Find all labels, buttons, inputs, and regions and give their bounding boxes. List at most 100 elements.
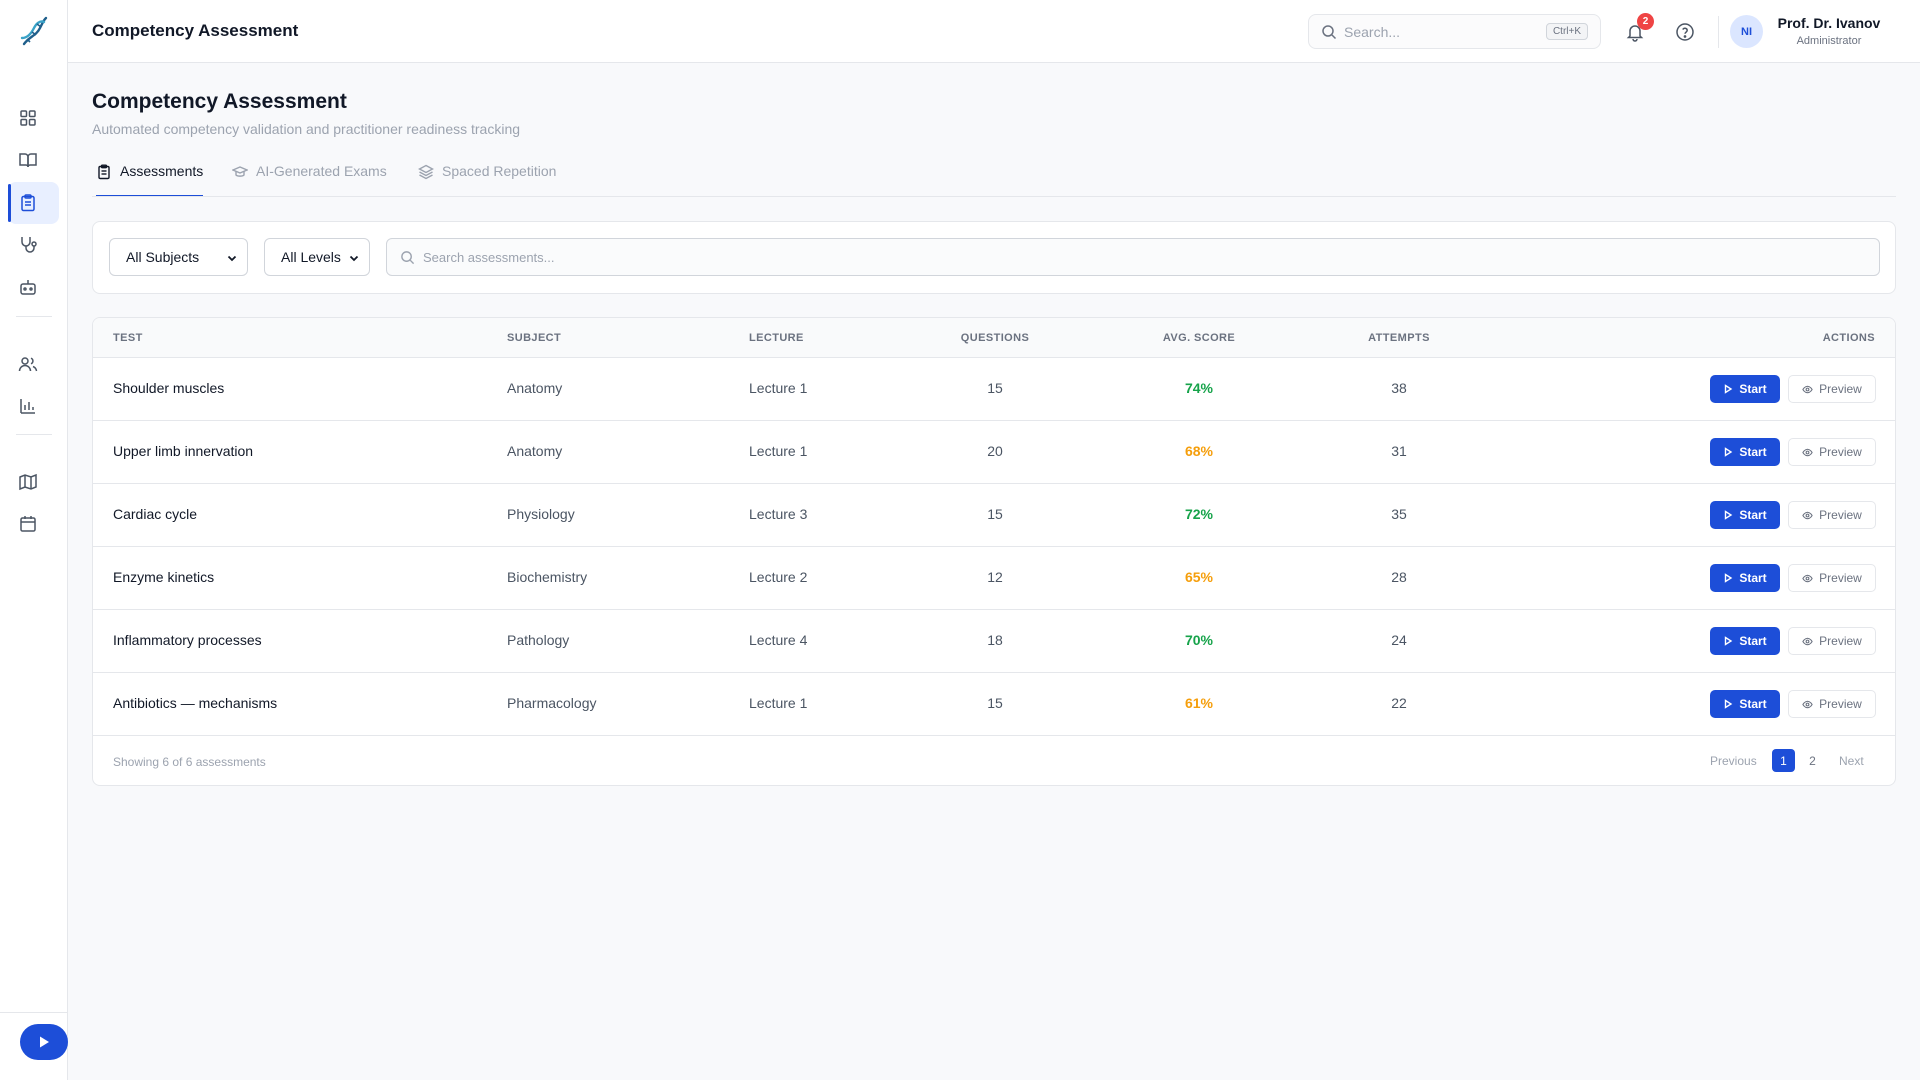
table-row[interactable]: Antibiotics — mechanisms Pharmacology Lect… xyxy=(93,673,1895,736)
table-row[interactable]: Cardiac cycle Physiology Lecture 3 15 72% 35 S… xyxy=(93,484,1895,547)
dashboard-icon[interactable] xyxy=(18,108,38,128)
top-bar: Competency Assessment Search... Ctrl+K 2… xyxy=(68,0,1920,63)
pagination-previous[interactable]: Previous xyxy=(1710,754,1757,768)
global-search-input[interactable]: Search... Ctrl+K xyxy=(1308,14,1601,49)
level-select[interactable]: All Levels xyxy=(264,238,370,276)
cell-avg-score: 72% xyxy=(1184,506,1214,522)
header-divider xyxy=(1718,16,1719,48)
column-header-avg-score: AVG. SCORE xyxy=(1162,332,1236,344)
subject-select[interactable]: All Subjects xyxy=(109,238,248,276)
assessments-table: TEST SUBJECT LECTURE QUESTIONS AVG. SCOR… xyxy=(92,317,1896,786)
clipboard-icon xyxy=(98,164,110,180)
preview-button-label: Preview xyxy=(1819,445,1862,459)
dna-logo-icon[interactable] xyxy=(18,14,50,48)
preview-button[interactable]: Preview xyxy=(1788,438,1876,466)
search-icon xyxy=(401,251,415,265)
column-header-attempts: ATTEMPTS xyxy=(1368,332,1430,344)
map-icon[interactable] xyxy=(18,472,38,492)
book-icon[interactable] xyxy=(18,150,38,170)
results-count: Showing 6 of 6 assessments xyxy=(113,755,266,769)
help-icon[interactable] xyxy=(1675,22,1695,42)
eye-icon xyxy=(1802,448,1813,456)
preview-button[interactable]: Preview xyxy=(1788,564,1876,592)
sidebar-active-indicator xyxy=(8,184,11,222)
cell-lecture: Lecture 4 xyxy=(749,632,808,648)
assessment-search-placeholder: Search assessments... xyxy=(423,250,555,265)
start-button[interactable]: Start xyxy=(1710,438,1780,466)
tab-ai-generated-exams[interactable]: AI-Generated Exams xyxy=(232,163,387,197)
start-button-label: Start xyxy=(1739,382,1767,396)
cell-avg-score: 65% xyxy=(1184,569,1214,585)
start-button[interactable]: Start xyxy=(1710,627,1780,655)
users-icon[interactable] xyxy=(18,354,38,374)
preview-button[interactable]: Preview xyxy=(1788,375,1876,403)
assessment-search-input[interactable]: Search assessments... xyxy=(386,238,1880,276)
table-row[interactable]: Inflammatory processes Pathology Lecture 4… xyxy=(93,610,1895,673)
start-button[interactable]: Start xyxy=(1710,501,1780,529)
start-button[interactable]: Start xyxy=(1710,375,1780,403)
tab-label: AI-Generated Exams xyxy=(256,163,387,179)
cell-subject: Pharmacology xyxy=(507,695,597,711)
play-button[interactable] xyxy=(20,1024,68,1060)
user-role: Administrator xyxy=(1796,35,1862,47)
eye-icon xyxy=(1802,574,1813,582)
preview-button-label: Preview xyxy=(1819,571,1862,585)
bell-icon[interactable] xyxy=(1625,22,1645,42)
cell-attempts: 31 xyxy=(1391,443,1407,459)
cell-lecture: Lecture 1 xyxy=(749,443,808,459)
stethoscope-icon[interactable] xyxy=(18,235,38,255)
cell-avg-score: 70% xyxy=(1184,632,1214,648)
preview-button[interactable]: Preview xyxy=(1788,690,1876,718)
table-footer: Showing 6 of 6 assessments Previous 1 2 … xyxy=(93,736,1895,785)
app-title: Competency Assessment xyxy=(92,21,299,40)
tab-spaced-repetition[interactable]: Spaced Repetition xyxy=(418,163,556,197)
cell-test: Cardiac cycle xyxy=(113,506,198,522)
avatar[interactable]: NI xyxy=(1730,15,1763,48)
cell-subject: Physiology xyxy=(507,506,575,522)
cell-test: Upper limb innervation xyxy=(113,443,254,459)
cell-questions: 15 xyxy=(987,695,1003,711)
cell-test: Shoulder muscles xyxy=(113,380,225,396)
calendar-icon[interactable] xyxy=(18,514,38,534)
sidebar xyxy=(0,0,68,1080)
cell-test: Enzyme kinetics xyxy=(113,569,215,585)
table-row[interactable]: Enzyme kinetics Biochemistry Lecture 2 12 65… xyxy=(93,547,1895,610)
cell-lecture: Lecture 2 xyxy=(749,569,808,585)
notification-count-badge: 2 xyxy=(1637,13,1654,30)
cell-questions: 20 xyxy=(987,443,1003,459)
cell-test: Antibiotics — mechanisms xyxy=(113,695,278,711)
cell-questions: 12 xyxy=(987,569,1003,585)
table-row[interactable]: Shoulder muscles Anatomy Lecture 1 15 74% 38 S… xyxy=(93,358,1895,421)
tab-assessments[interactable]: Assessments xyxy=(96,163,204,197)
pagination-page-2[interactable]: 2 xyxy=(1809,753,1816,768)
eye-icon xyxy=(1802,700,1813,708)
subject-select-value: All Subjects xyxy=(126,249,200,265)
start-button[interactable]: Start xyxy=(1710,690,1780,718)
cell-questions: 15 xyxy=(987,506,1003,522)
preview-button-label: Preview xyxy=(1819,697,1862,711)
robot-icon[interactable] xyxy=(18,277,38,297)
column-header-questions: QUESTIONS xyxy=(960,332,1030,344)
search-placeholder: Search... xyxy=(1344,24,1401,40)
pagination-page-1[interactable]: 1 xyxy=(1772,749,1795,772)
start-button-label: Start xyxy=(1739,571,1767,585)
column-header-lecture: LECTURE xyxy=(749,332,804,344)
page-title: Competency Assessment xyxy=(92,90,347,113)
clipboard-icon[interactable] xyxy=(18,193,38,213)
cell-avg-score: 68% xyxy=(1184,443,1214,459)
eye-icon xyxy=(1802,637,1813,645)
start-button-label: Start xyxy=(1739,445,1767,459)
table-row[interactable]: Upper limb innervation Anatomy Lecture 1 20… xyxy=(93,421,1895,484)
preview-button[interactable]: Preview xyxy=(1788,501,1876,529)
pagination-next[interactable]: Next xyxy=(1839,754,1864,768)
play-icon xyxy=(1725,636,1733,646)
cell-lecture: Lecture 1 xyxy=(749,380,808,396)
preview-button[interactable]: Preview xyxy=(1788,627,1876,655)
bar-chart-icon[interactable] xyxy=(18,396,38,416)
start-button[interactable]: Start xyxy=(1710,564,1780,592)
cell-avg-score: 74% xyxy=(1184,380,1214,396)
user-name[interactable]: Prof. Dr. Ivanov xyxy=(1777,15,1881,31)
cell-attempts: 35 xyxy=(1391,506,1407,522)
graduation-cap-icon xyxy=(232,166,248,177)
play-icon xyxy=(1725,447,1733,457)
